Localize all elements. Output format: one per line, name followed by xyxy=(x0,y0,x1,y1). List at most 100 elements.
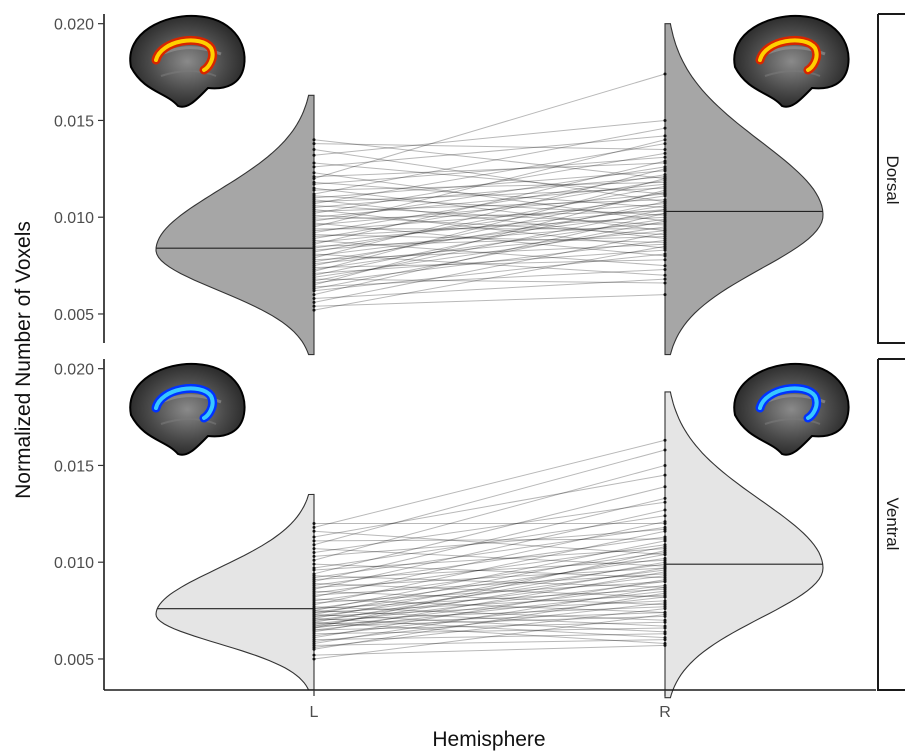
ventral-pair-line xyxy=(313,563,666,579)
dorsal-point-r xyxy=(663,264,667,268)
dorsal-point-r xyxy=(663,219,667,223)
dorsal-pair-line xyxy=(313,143,666,205)
ventral-point-r xyxy=(663,552,667,556)
dorsal-pair-line xyxy=(313,187,666,203)
ventral-pair-line xyxy=(313,567,666,588)
ventral-pair-line xyxy=(313,573,666,596)
ventral-point-r xyxy=(663,473,667,477)
brain-sulcus xyxy=(160,70,217,77)
ventral-pair-line xyxy=(313,575,666,621)
ventral-point-l xyxy=(312,558,316,562)
brain-sulcus xyxy=(764,418,821,425)
dorsal-pair-line xyxy=(313,199,666,212)
ventral-pair-line xyxy=(313,515,666,569)
dorsal-point-l xyxy=(312,296,316,300)
dorsal-point-r xyxy=(663,211,667,215)
ventral-y-axis: 0.005 0.010 0.015 0.020 xyxy=(54,359,105,690)
ventral-brain-left-icon xyxy=(129,362,246,456)
ventral-pair-line xyxy=(313,569,666,617)
ventral-y-tick-label-3: 0.020 xyxy=(54,362,94,379)
dorsal-pair-line xyxy=(313,212,666,257)
ventral-point-l xyxy=(312,535,316,539)
dorsal-pair-line xyxy=(313,139,666,179)
ventral-point-r xyxy=(663,601,667,605)
dorsal-pair-line xyxy=(313,205,666,226)
dorsal-brain-right-icon xyxy=(733,14,850,108)
ventral-brain-right-icon xyxy=(733,362,850,456)
x-tick-label-r: R xyxy=(659,704,671,721)
dorsal-pair-line xyxy=(313,170,666,199)
dorsal-point-r xyxy=(663,281,667,285)
ventral-pair-line xyxy=(313,536,666,586)
ventral-point-r xyxy=(663,578,667,582)
ventral-pair-line xyxy=(313,449,666,546)
dorsal-y-tick-label-2: 0.015 xyxy=(54,113,94,130)
dorsal-pair-line xyxy=(313,201,666,276)
ventral-point-r xyxy=(663,643,667,647)
dorsal-pair-line xyxy=(313,160,666,245)
ventral-pair-line xyxy=(313,474,666,538)
ventral-pair-line xyxy=(313,617,666,639)
dorsal-pair-line xyxy=(313,216,666,238)
ventral-pair-line xyxy=(313,497,666,583)
dorsal-points xyxy=(312,72,667,312)
dorsal-pair-line xyxy=(313,162,666,195)
x-axis-title: Hemisphere xyxy=(432,728,545,751)
ventral-pair-line xyxy=(313,521,666,598)
dorsal-pair-line xyxy=(313,222,666,251)
dorsal-point-l xyxy=(312,177,316,180)
dorsal-pair-line xyxy=(313,294,666,307)
brain-sulcus xyxy=(160,418,217,425)
dorsal-pair-line xyxy=(313,239,666,267)
dorsal-y-tick-label-3: 0.020 xyxy=(54,17,94,34)
ventral-pair-line xyxy=(313,548,666,567)
ventral-point-r xyxy=(663,570,667,574)
dorsal-point-r xyxy=(663,134,667,138)
dorsal-point-l xyxy=(312,161,316,165)
panel-dorsal: Dorsal 0.005 0.010 0.015 0.020 xyxy=(54,13,905,356)
ventral-point-r xyxy=(663,545,667,549)
brain-silhouette xyxy=(129,14,246,108)
ventral-point-l xyxy=(312,551,316,555)
dorsal-pair-line xyxy=(313,259,666,269)
dorsal-point-r xyxy=(663,151,667,155)
dorsal-y-axis: 0.005 0.010 0.015 0.020 xyxy=(54,14,105,343)
ventral-pair-line xyxy=(313,606,666,621)
ventral-point-r xyxy=(663,626,667,630)
ventral-point-r xyxy=(663,607,667,611)
dorsal-pair-line xyxy=(313,239,666,284)
dorsal-pair-line xyxy=(313,230,666,265)
dorsal-point-l xyxy=(312,304,316,308)
dorsal-pair-line xyxy=(313,236,666,247)
dorsal-pair-line xyxy=(313,218,666,270)
ventral-pair-line xyxy=(313,610,666,627)
ventral-pair-line xyxy=(313,639,666,646)
dorsal-point-r xyxy=(663,225,667,229)
ventral-pair-line xyxy=(313,621,666,631)
dorsal-point-r xyxy=(663,177,667,180)
ventral-point-l xyxy=(312,539,316,543)
tract-inner xyxy=(154,38,215,72)
dorsal-point-r xyxy=(663,235,667,239)
dorsal-pair-line xyxy=(313,210,666,220)
ventral-pair-line xyxy=(313,557,666,610)
ventral-point-r xyxy=(663,438,667,442)
tract-inner xyxy=(758,386,819,420)
ventral-point-r xyxy=(663,638,667,642)
ventral-pair-line xyxy=(313,563,666,614)
ventral-pair-line xyxy=(313,590,666,631)
ventral-pair-line xyxy=(313,608,666,648)
ventral-pair-line xyxy=(313,553,666,619)
ventral-pair-line xyxy=(313,586,666,644)
dorsal-pair-line xyxy=(313,127,666,195)
dorsal-pair-line xyxy=(313,187,666,232)
ventral-pair-line xyxy=(313,439,666,528)
ventral-pair-line xyxy=(313,613,666,660)
ventral-pair-line xyxy=(313,530,666,606)
ventral-pair-line xyxy=(313,552,666,602)
dorsal-pair-line xyxy=(313,193,666,226)
dorsal-pair-line xyxy=(313,220,666,290)
ventral-point-l xyxy=(312,529,316,533)
ventral-point-l xyxy=(312,525,316,529)
